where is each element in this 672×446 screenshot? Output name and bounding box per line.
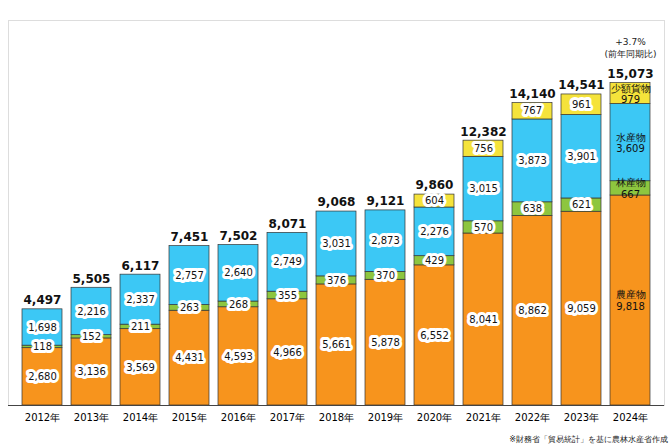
svg-text:少額貨物979: 少額貨物979 (611, 83, 651, 106)
svg-text:2012年: 2012年 (25, 412, 60, 423)
svg-text:376: 376 (327, 275, 346, 286)
svg-text:2,640: 2,640 (224, 267, 253, 278)
svg-text:756: 756 (474, 143, 493, 154)
svg-text:+3.7%(前年同期比): +3.7%(前年同期比) (604, 37, 656, 59)
svg-text:9,860: 9,860 (416, 178, 454, 192)
svg-text:2,337: 2,337 (126, 294, 155, 305)
svg-text:961: 961 (572, 99, 591, 110)
svg-text:4,593: 4,593 (224, 351, 253, 362)
svg-text:5,661: 5,661 (322, 339, 351, 350)
svg-text:7,502: 7,502 (220, 229, 258, 243)
svg-text:268: 268 (229, 299, 248, 310)
svg-text:9,059: 9,059 (567, 303, 596, 314)
svg-text:370: 370 (376, 270, 395, 281)
svg-text:8,862: 8,862 (518, 305, 547, 316)
svg-text:2020年: 2020年 (417, 412, 452, 423)
svg-text:15,073: 15,073 (607, 67, 653, 81)
svg-text:3,901: 3,901 (567, 151, 596, 162)
svg-text:5,505: 5,505 (73, 272, 111, 286)
svg-text:2,749: 2,749 (273, 256, 302, 267)
svg-text:2,216: 2,216 (77, 306, 106, 317)
svg-text:7,451: 7,451 (171, 230, 209, 244)
svg-text:3,873: 3,873 (518, 155, 547, 166)
svg-text:2018年: 2018年 (319, 412, 354, 423)
svg-text:8,041: 8,041 (469, 314, 498, 325)
svg-text:2019年: 2019年 (368, 412, 403, 423)
svg-text:9,121: 9,121 (367, 194, 405, 208)
svg-text:5,878: 5,878 (371, 337, 400, 348)
svg-text:2023年: 2023年 (564, 412, 599, 423)
html-text:※財務省「貿易統計」を基に農林水産省作成: ※財務省「貿易統計」を基に農林水産省作成 (509, 435, 668, 444)
svg-text:638: 638 (523, 203, 542, 214)
svg-text:14,541: 14,541 (558, 78, 604, 92)
svg-text:2014年: 2014年 (123, 412, 158, 423)
svg-text:2017年: 2017年 (270, 412, 305, 423)
svg-text:2,276: 2,276 (420, 226, 449, 237)
svg-text:9,068: 9,068 (318, 195, 356, 209)
svg-text:3,031: 3,031 (322, 238, 351, 249)
svg-text:2024年: 2024年 (613, 412, 648, 423)
svg-text:2,873: 2,873 (371, 235, 400, 246)
svg-text:3,569: 3,569 (126, 362, 155, 373)
svg-text:4,431: 4,431 (175, 352, 204, 363)
svg-text:3,015: 3,015 (469, 183, 498, 194)
svg-text:12,382: 12,382 (460, 125, 506, 139)
svg-text:水産物3,609: 水産物3,609 (616, 132, 646, 155)
svg-text:118: 118 (33, 341, 52, 352)
svg-text:2016年: 2016年 (221, 412, 256, 423)
svg-text:263: 263 (180, 302, 199, 313)
svg-text:604: 604 (425, 195, 444, 206)
svg-text:2,757: 2,757 (175, 270, 204, 281)
svg-text:3,136: 3,136 (77, 366, 106, 377)
svg-text:1,698: 1,698 (28, 322, 57, 333)
svg-text:2015年: 2015年 (172, 412, 207, 423)
svg-text:2,680: 2,680 (28, 371, 57, 382)
svg-text:4,497: 4,497 (24, 293, 62, 307)
svg-text:農産物9,818: 農産物9,818 (616, 289, 646, 312)
svg-text:152: 152 (82, 331, 101, 342)
svg-text:6,117: 6,117 (122, 259, 160, 273)
svg-text:2013年: 2013年 (74, 412, 109, 423)
svg-text:2022年: 2022年 (515, 412, 550, 423)
svg-text:8,071: 8,071 (269, 217, 307, 231)
svg-text:767: 767 (523, 105, 542, 116)
svg-text:429: 429 (425, 255, 444, 266)
html-text:(単位：億円): (単位：億円) (610, 3, 668, 14)
svg-text:14,140: 14,140 (509, 87, 555, 101)
svg-text:2021年: 2021年 (466, 412, 501, 423)
svg-text:355: 355 (278, 290, 297, 301)
svg-text:4,966: 4,966 (273, 347, 302, 358)
svg-text:621: 621 (572, 199, 591, 210)
svg-text:570: 570 (474, 222, 493, 233)
svg-text:6,552: 6,552 (420, 330, 449, 341)
svg-text:211: 211 (131, 321, 150, 332)
svg-text:林産物667: 林産物667 (615, 177, 646, 200)
